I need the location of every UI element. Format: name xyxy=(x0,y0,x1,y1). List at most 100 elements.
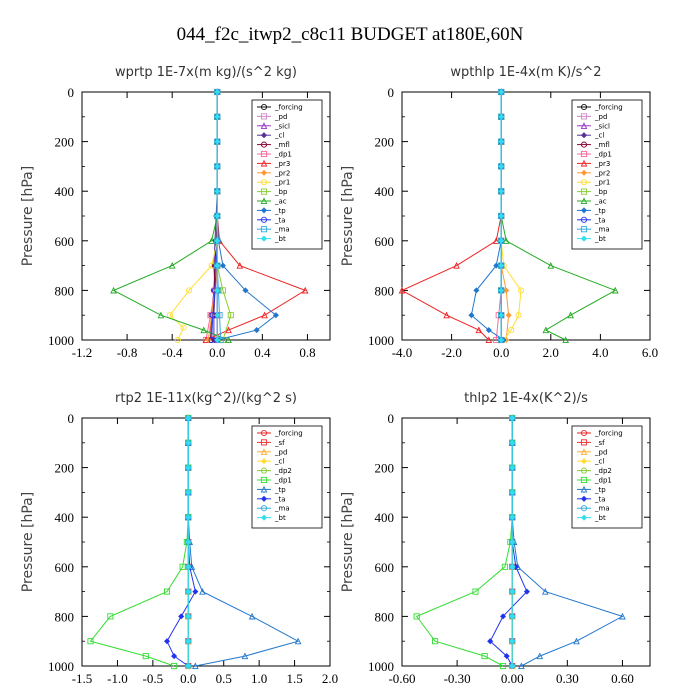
legend-marker xyxy=(260,514,268,521)
x-tick-label: -1.5 xyxy=(72,671,93,686)
data-point xyxy=(214,262,221,269)
chart-panel-4: thlp2 1E-4x(K^2)/s Pressure [hPa] 0 200 400 6… xyxy=(340,391,651,686)
legend-marker xyxy=(580,103,588,111)
x-tick-label: 0.60 xyxy=(611,671,634,686)
data-point xyxy=(518,662,525,670)
y-tick-label: 800 xyxy=(375,609,395,624)
legend-label: _ac xyxy=(274,198,287,206)
data-point xyxy=(185,588,192,595)
x-tick-label: -0.60 xyxy=(388,671,415,686)
data-point xyxy=(485,327,492,334)
legend-marker xyxy=(580,505,588,512)
data-point xyxy=(164,638,171,645)
panel-title: rtp2 1E-11x(kg^2)/(kg^2 s) xyxy=(115,391,297,406)
data-point xyxy=(214,88,221,96)
legend-label: _ta xyxy=(274,216,286,224)
series-line-ta xyxy=(489,418,528,667)
legend-marker xyxy=(580,150,588,158)
y-tick-label: 400 xyxy=(375,184,395,199)
data-point xyxy=(573,637,580,645)
x-tick-label: 0.4 xyxy=(254,345,271,360)
y-tick-label: 400 xyxy=(55,184,75,199)
legend-label: _sf xyxy=(274,439,285,447)
legend-marker xyxy=(580,207,588,214)
legend-marker xyxy=(260,179,268,186)
data-point xyxy=(87,638,94,645)
data-point xyxy=(517,287,525,294)
legend-marker xyxy=(580,132,588,139)
data-point xyxy=(509,638,516,645)
legend-label: _ma xyxy=(274,505,290,513)
legend-label: _pr2 xyxy=(594,169,610,177)
y-tick-label: 1000 xyxy=(368,659,394,674)
data-point xyxy=(185,489,192,496)
data-point xyxy=(214,212,221,220)
data-point xyxy=(498,312,505,319)
legend-label: _forcing xyxy=(594,104,623,112)
legend-marker xyxy=(580,235,588,242)
data-point xyxy=(413,613,420,620)
data-point xyxy=(498,88,505,96)
legend-label: _pd xyxy=(594,113,607,121)
legend-label: _dp2 xyxy=(274,467,292,475)
data-point xyxy=(611,286,619,294)
legend-marker xyxy=(580,141,588,148)
legend-label: _ma xyxy=(594,226,610,234)
data-point xyxy=(192,588,199,595)
legend-label: _ta xyxy=(594,216,606,224)
data-point xyxy=(185,538,192,546)
data-point xyxy=(498,163,505,170)
data-point xyxy=(301,286,309,294)
legend-marker xyxy=(580,448,588,455)
y-axis-label: Pressure [hPa] xyxy=(340,492,356,592)
x-tick-label: -2.0 xyxy=(441,345,462,360)
legend-marker xyxy=(260,458,268,465)
legend-marker xyxy=(580,467,588,474)
legend-label: _ac xyxy=(594,198,607,206)
panel-title: wprtp 1E-7x(m kg)/(s^2 kg) xyxy=(115,65,297,80)
y-tick-label: 800 xyxy=(55,283,75,298)
data-point xyxy=(157,311,165,319)
legend-marker xyxy=(580,159,588,167)
legend-marker xyxy=(580,458,588,465)
data-point xyxy=(509,514,516,521)
legend-label: _dp1 xyxy=(594,477,612,485)
data-point xyxy=(185,662,192,670)
figure-title: 044_f2c_itwp2_c8c11 BUDGET at180E,60N xyxy=(177,24,524,45)
data-point xyxy=(509,662,516,670)
y-tick-label: 800 xyxy=(55,609,75,624)
legend-label: _cl xyxy=(594,458,604,466)
data-point xyxy=(498,188,505,195)
y-tick-label: 1000 xyxy=(48,333,74,348)
x-tick-label: 0.00 xyxy=(501,671,524,686)
data-point xyxy=(503,287,510,294)
legend-label: _ta xyxy=(594,495,606,503)
data-point xyxy=(219,262,226,269)
chart-panel-3: rtp2 1E-11x(kg^2)/(kg^2 s) Pressure [hPa]… xyxy=(20,391,338,686)
y-tick-label: 400 xyxy=(55,510,75,525)
y-tick-label: 0 xyxy=(68,411,75,426)
y-tick-label: 1000 xyxy=(368,333,394,348)
data-point xyxy=(242,287,249,294)
data-point xyxy=(179,563,186,570)
data-point xyxy=(178,613,185,620)
legend-label: _ta xyxy=(274,495,286,503)
legend-marker xyxy=(580,476,588,484)
legend-label: _pr1 xyxy=(594,179,610,187)
data-point xyxy=(214,188,221,195)
x-tick-label: 0.0 xyxy=(180,671,196,686)
x-tick-label: 1.5 xyxy=(286,671,302,686)
legend-label: _cl xyxy=(274,132,284,140)
data-point xyxy=(185,563,192,570)
data-point xyxy=(171,653,178,660)
data-point xyxy=(509,489,516,496)
x-tick-label: 2.0 xyxy=(543,345,559,360)
legend-label: _cl xyxy=(594,132,604,140)
legend-label: _dp2 xyxy=(594,467,612,475)
legend-marker xyxy=(260,485,268,493)
data-point xyxy=(174,336,181,344)
legend-label: _mfl xyxy=(594,141,610,149)
data-point xyxy=(509,613,516,620)
data-point xyxy=(214,138,221,145)
